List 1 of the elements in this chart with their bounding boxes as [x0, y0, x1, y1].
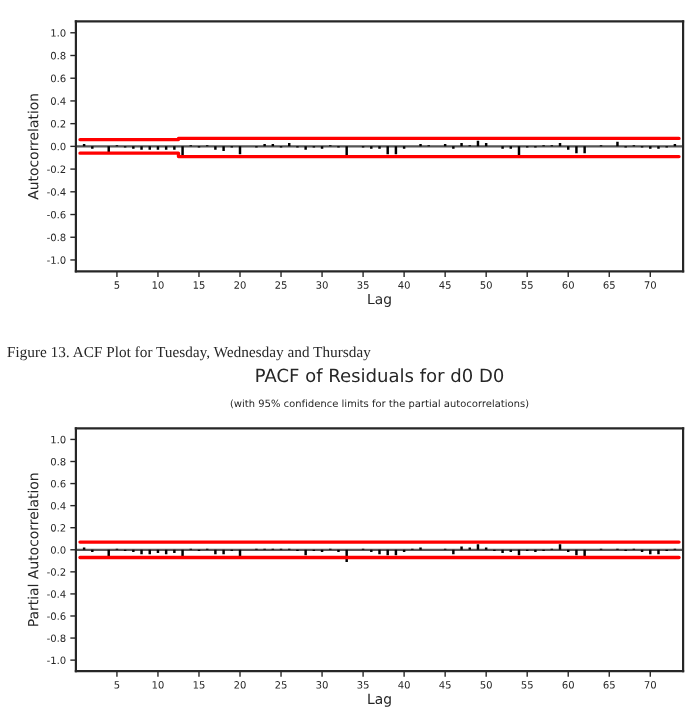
chart-title: PACF of Residuals for d0 D0 [256, 368, 504, 383]
